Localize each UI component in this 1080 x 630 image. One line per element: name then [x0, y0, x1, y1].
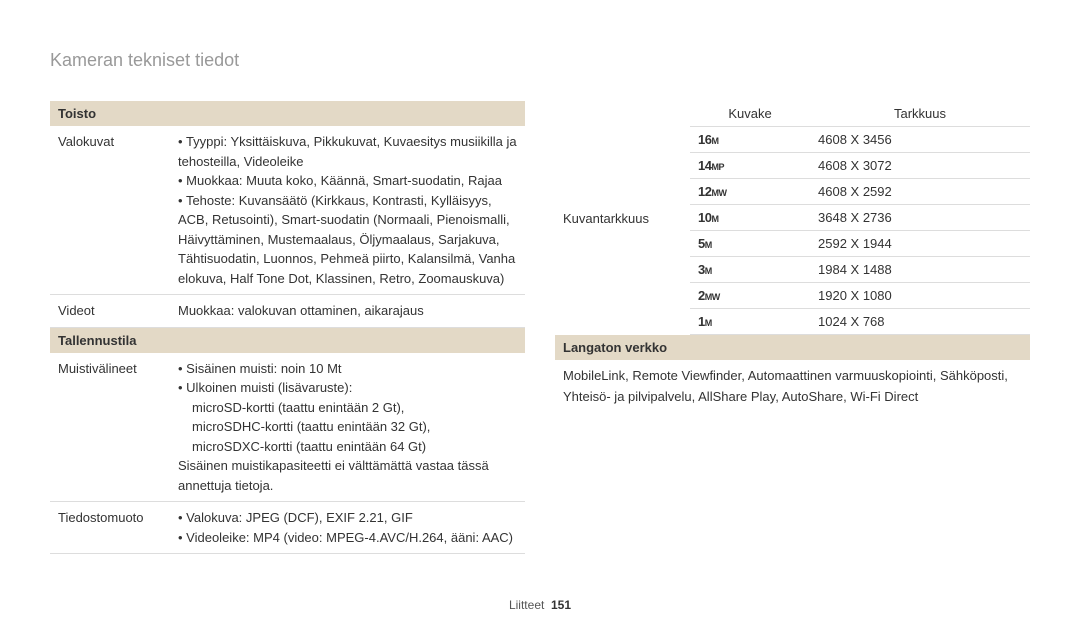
content-columns: Toisto Valokuvat Tyyppi: Yksittäiskuva, …	[50, 101, 1030, 554]
section-header-wireless: Langaton verkko	[555, 335, 1030, 360]
format-bullet: Videoleike: MP4 (video: MPEG-4.AVC/H.264…	[178, 528, 517, 548]
page-title: Kameran tekniset tiedot	[50, 50, 1030, 71]
res-value: 4608 X 2592	[810, 179, 1030, 205]
res-icon: 16M	[690, 127, 810, 153]
media-subline: microSDXC-kortti (taattu enintään 64 Gt)	[192, 437, 517, 457]
res-icon: 3M	[690, 257, 810, 283]
resolution-block: Kuvantarkkuus Kuvake Tarkkuus 16M 4608 X…	[555, 101, 1030, 335]
row-media: Muistivälineet Sisäinen muisti: noin 10 …	[50, 353, 525, 502]
label-media: Muistivälineet	[50, 353, 170, 502]
photos-bullet: Muokkaa: Muuta koko, Käännä, Smart-suoda…	[178, 171, 517, 191]
res-row: 3M 1984 X 1488	[690, 257, 1030, 283]
res-icon: 2MW	[690, 283, 810, 309]
label-format: Tiedostomuoto	[50, 502, 170, 554]
value-format: Valokuva: JPEG (DCF), EXIF 2.21, GIF Vid…	[170, 502, 525, 554]
resolution-table: Kuvake Tarkkuus 16M 4608 X 3456 14MP 460…	[690, 101, 1030, 335]
res-icon: 1M	[690, 309, 810, 335]
media-subline: microSDHC-kortti (taattu enintään 32 Gt)…	[192, 417, 517, 437]
res-value: 1920 X 1080	[810, 283, 1030, 309]
section-header-storage: Tallennustila	[50, 328, 525, 353]
res-row: 16M 4608 X 3456	[690, 127, 1030, 153]
res-row: 10M 3648 X 2736	[690, 205, 1030, 231]
res-row: 12MW 4608 X 2592	[690, 179, 1030, 205]
res-icon: 10M	[690, 205, 810, 231]
photos-bullet: Tehoste: Kuvansäätö (Kirkkaus, Kontrasti…	[178, 191, 517, 289]
row-videos: Videot Muokkaa: valokuvan ottaminen, aik…	[50, 295, 525, 328]
playback-table: Valokuvat Tyyppi: Yksittäiskuva, Pikkuku…	[50, 126, 525, 328]
res-row: 2MW 1920 X 1080	[690, 283, 1030, 309]
media-bullet: Sisäinen muisti: noin 10 Mt	[178, 359, 517, 379]
footer-section: Liitteet	[509, 598, 544, 612]
label-photos: Valokuvat	[50, 126, 170, 295]
res-row: 1M 1024 X 768	[690, 309, 1030, 335]
value-videos: Muokkaa: valokuvan ottaminen, aikarajaus	[170, 295, 525, 328]
res-value: 1984 X 1488	[810, 257, 1030, 283]
row-format: Tiedostomuoto Valokuva: JPEG (DCF), EXIF…	[50, 502, 525, 554]
media-subline: microSD-kortti (taattu enintään 2 Gt),	[192, 398, 517, 418]
value-photos: Tyyppi: Yksittäiskuva, Pikkukuvat, Kuvae…	[170, 126, 525, 295]
media-bullet: Ulkoinen muisti (lisävaruste):	[178, 378, 517, 398]
res-row: 5M 2592 X 1944	[690, 231, 1030, 257]
label-videos: Videot	[50, 295, 170, 328]
format-bullet: Valokuva: JPEG (DCF), EXIF 2.21, GIF	[178, 508, 517, 528]
res-value: 4608 X 3072	[810, 153, 1030, 179]
right-column: Kuvantarkkuus Kuvake Tarkkuus 16M 4608 X…	[555, 101, 1030, 554]
res-value: 3648 X 2736	[810, 205, 1030, 231]
left-column: Toisto Valokuvat Tyyppi: Yksittäiskuva, …	[50, 101, 525, 554]
res-value: 2592 X 1944	[810, 231, 1030, 257]
value-media: Sisäinen muisti: noin 10 Mt Ulkoinen mui…	[170, 353, 525, 502]
label-resolution: Kuvantarkkuus	[555, 101, 690, 335]
wireless-text: MobileLink, Remote Viewfinder, Automaatt…	[555, 360, 1030, 414]
header-icon: Kuvake	[690, 101, 810, 127]
res-value: 4608 X 3456	[810, 127, 1030, 153]
res-value: 1024 X 768	[810, 309, 1030, 335]
res-row: 14MP 4608 X 3072	[690, 153, 1030, 179]
photos-bullet: Tyyppi: Yksittäiskuva, Pikkukuvat, Kuvae…	[178, 132, 517, 171]
res-icon: 5M	[690, 231, 810, 257]
res-icon: 14MP	[690, 153, 810, 179]
page-footer: Liitteet 151	[0, 598, 1080, 612]
media-note: Sisäinen muistikapasiteetti ei välttämät…	[178, 456, 517, 495]
res-icon: 12MW	[690, 179, 810, 205]
footer-page-number: 151	[551, 598, 571, 612]
storage-table: Muistivälineet Sisäinen muisti: noin 10 …	[50, 353, 525, 555]
row-photos: Valokuvat Tyyppi: Yksittäiskuva, Pikkuku…	[50, 126, 525, 295]
header-res: Tarkkuus	[810, 101, 1030, 127]
section-header-playback: Toisto	[50, 101, 525, 126]
resolution-header-row: Kuvake Tarkkuus	[690, 101, 1030, 127]
